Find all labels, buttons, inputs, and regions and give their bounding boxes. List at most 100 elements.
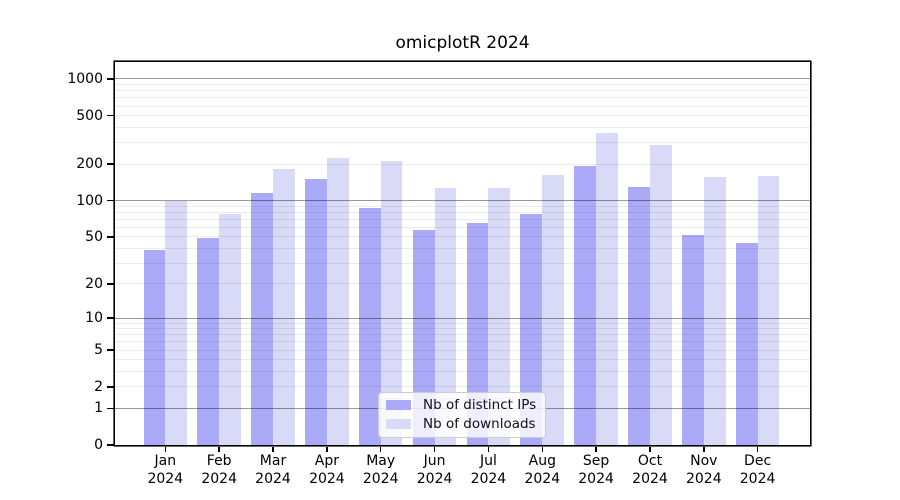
x-label-year: 2024 [739,471,776,487]
x-label-year: 2024 [632,471,668,487]
gridline-major [115,78,810,80]
legend-swatch [386,419,411,429]
legend-item: Nb of downloads [386,416,536,432]
gridline-minor [115,97,810,99]
x-label-year: 2024 [362,471,399,487]
gridline-minor [115,126,810,128]
x-tick [218,446,220,452]
gridline-minor [115,283,810,285]
gridline-minor [115,105,810,107]
x-tick-label: Jun 2024 [399,452,471,488]
gridline-minor [115,328,810,330]
x-tick [756,446,759,452]
gridline-minor [115,359,810,361]
legend-label: Nb of distinct IPs [423,397,537,413]
x-tick-label: Nov 2024 [668,452,740,488]
y-tick [107,163,114,165]
x-label-year: 2024 [470,471,507,487]
y-tick [107,283,114,285]
x-tick-label: Oct 2024 [614,452,686,488]
y-tick-label: 0 [94,437,103,453]
bar-distinct-ips [735,243,758,445]
gridline-minor [115,322,810,324]
y-tick-label: 50 [85,228,103,245]
x-label-year: 2024 [255,471,291,487]
gridline-minor [115,334,810,336]
gridline-minor [115,218,810,220]
bar-distinct-ips [143,249,166,445]
bar-downloads [542,175,565,445]
y-tick [107,386,114,388]
x-tick [272,446,274,452]
y-tick [107,317,114,319]
y-tick-label: 5 [94,342,103,359]
bar-downloads [434,187,457,445]
x-tick [433,446,436,452]
x-label-month: Nov [690,453,718,469]
gridline-minor [115,341,810,343]
x-tick [379,446,382,452]
x-tick-label: Jan 2024 [129,452,201,488]
x-label-month: Jun [423,453,446,469]
bar-distinct-ips [466,223,489,445]
x-tick-label: Apr 2024 [291,452,363,488]
y-tick [107,78,114,80]
x-label-month: Jul [479,453,497,469]
x-tick-label: Aug 2024 [506,452,578,488]
x-label-year: 2024 [524,471,561,487]
x-tick-label: May 2024 [345,452,417,488]
x-tick-label: Sep 2024 [560,452,632,488]
bar-downloads [757,175,780,445]
x-label-month: Feb [206,453,232,469]
gridline-minor [115,163,810,165]
legend-item: Nb of distinct IPs [386,397,536,413]
y-tick [107,199,114,202]
bar-distinct-ips [574,166,597,445]
y-tick [107,407,114,410]
x-label-month: Oct [637,453,663,469]
x-label-year: 2024 [201,471,237,487]
bar-downloads [488,187,511,445]
y-tick-label: 500 [76,107,103,124]
bar-downloads [165,200,188,445]
x-label-year: 2024 [147,471,184,487]
x-label-month: Mar [259,453,287,469]
gridline-major [115,317,810,319]
bar-distinct-ips [520,213,543,445]
x-tick [703,446,705,452]
x-tick [649,446,651,452]
x-tick-label: Jul 2024 [452,452,524,488]
x-label-year: 2024 [578,471,614,487]
plot-area [115,62,810,445]
gridline-minor [115,84,810,85]
x-tick-label: Feb 2024 [183,452,255,488]
gridline-minor [115,226,810,228]
gridline-minor [115,262,810,264]
gridline-minor [115,349,810,351]
x-label-month: Sep [582,453,610,469]
gridline-minor [115,115,810,117]
chart-title: omicplotR 2024 [395,33,530,53]
y-tick [107,349,114,351]
gridline-major [115,200,810,201]
legend-swatch [386,400,411,410]
bar-downloads [219,213,241,445]
gridline-minor [115,386,810,388]
bar-downloads [703,176,726,445]
gridline-minor [115,236,810,238]
gridline-minor [115,247,810,249]
x-tick-label: Dec 2024 [722,452,794,488]
x-tick [595,446,597,452]
gridline-minor [115,211,810,213]
x-tick [164,446,167,452]
x-label-month: Aug [528,453,556,469]
x-label-month: Dec [744,453,772,469]
x-label-year: 2024 [309,471,345,487]
x-tick [487,446,490,452]
gridline-minor [115,142,810,144]
y-tick-label: 1000 [67,70,103,87]
bar-distinct-ips [251,193,273,445]
bar-distinct-ips [305,179,327,445]
y-tick-label: 10 [85,310,103,326]
